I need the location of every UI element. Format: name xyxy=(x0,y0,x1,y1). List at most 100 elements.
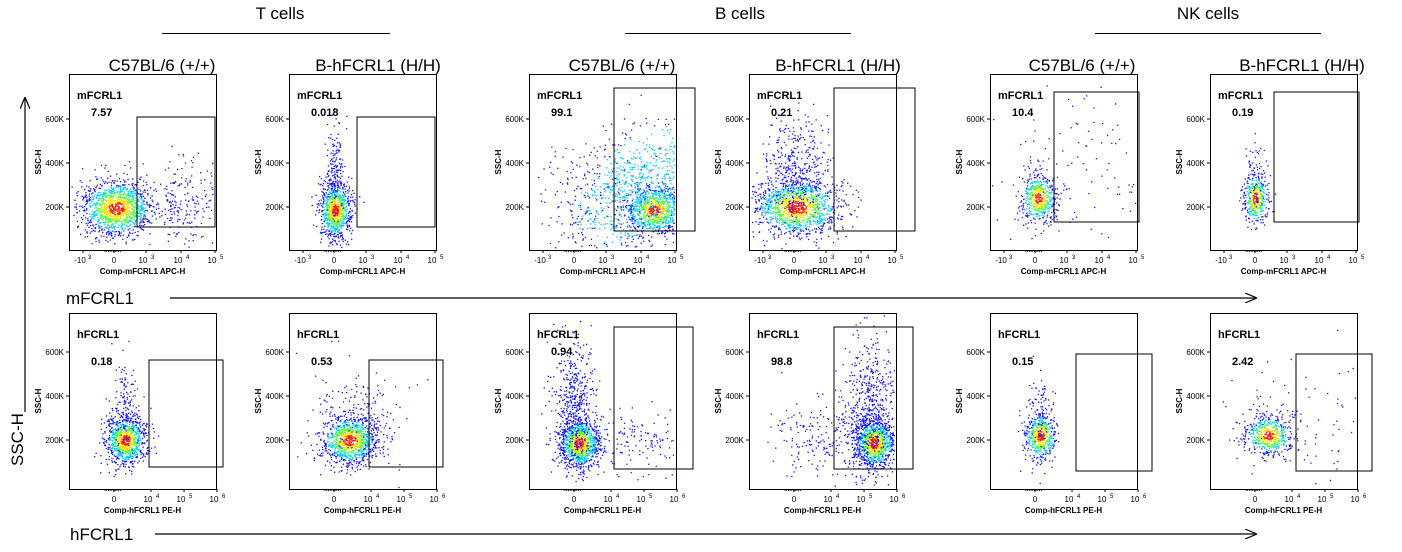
event-dot xyxy=(211,175,213,177)
event-dot xyxy=(346,222,348,224)
event-dot xyxy=(771,225,773,227)
event-dot xyxy=(612,168,614,170)
event-dot xyxy=(590,151,592,153)
event-dot xyxy=(128,213,130,215)
event-dot xyxy=(614,199,616,201)
event-dot xyxy=(122,208,124,210)
event-dot xyxy=(765,205,767,207)
event-dot xyxy=(755,191,758,194)
event-dot xyxy=(98,187,100,189)
event-dot xyxy=(75,206,77,208)
event-dot xyxy=(337,205,339,207)
event-dot xyxy=(661,180,663,182)
event-dot xyxy=(328,199,331,201)
event-dot xyxy=(109,190,111,192)
event-dot xyxy=(609,189,611,191)
event-dot xyxy=(672,219,674,222)
event-dot xyxy=(655,217,657,219)
event-dot xyxy=(653,215,655,218)
event-dot xyxy=(109,214,111,217)
event-dot xyxy=(789,223,791,225)
event-dot xyxy=(100,222,102,224)
event-dot xyxy=(769,231,771,233)
event-dot xyxy=(90,221,93,223)
event-dot xyxy=(112,199,115,201)
event-dot xyxy=(840,185,842,188)
event-dot xyxy=(96,195,99,197)
event-dot xyxy=(137,199,140,201)
event-dot xyxy=(666,129,669,132)
event-dot xyxy=(776,212,778,214)
event-dot xyxy=(776,221,779,224)
event-dot xyxy=(627,210,629,212)
event-dot xyxy=(151,210,153,212)
event-dot xyxy=(333,201,335,203)
event-dot xyxy=(96,178,98,180)
event-dot xyxy=(579,165,581,168)
event-dot xyxy=(639,212,641,214)
event-dot xyxy=(336,142,339,144)
event-dot xyxy=(577,221,579,223)
event-dot xyxy=(339,143,341,145)
event-dot xyxy=(331,204,334,207)
event-dot xyxy=(639,181,641,183)
event-dot xyxy=(341,246,343,249)
event-dot xyxy=(638,202,640,205)
event-dot xyxy=(127,220,129,222)
event-dot xyxy=(146,203,148,205)
event-dot xyxy=(673,202,675,204)
event-dot xyxy=(171,200,174,202)
event-dot xyxy=(649,203,651,205)
event-dot xyxy=(585,211,587,213)
event-dot xyxy=(94,227,97,229)
event-dot xyxy=(108,215,110,217)
event-dot xyxy=(141,207,143,209)
event-dot xyxy=(323,179,325,182)
event-dot xyxy=(663,196,665,199)
event-dot xyxy=(617,205,619,207)
event-dot xyxy=(206,170,209,172)
event-dot xyxy=(783,213,785,215)
event-dot xyxy=(632,205,635,207)
event-dot xyxy=(342,237,344,239)
event-dot xyxy=(352,199,354,201)
event-dot xyxy=(101,206,103,209)
event-dot xyxy=(164,208,166,210)
event-dot xyxy=(114,228,116,230)
event-dot xyxy=(550,172,552,174)
event-dot xyxy=(190,233,192,235)
event-dot xyxy=(128,209,130,212)
event-dot xyxy=(642,214,644,216)
event-dot xyxy=(321,232,324,234)
event-dot xyxy=(330,187,333,190)
event-dot xyxy=(319,231,322,233)
event-dot xyxy=(100,217,102,220)
event-dot xyxy=(669,177,672,179)
event-dot xyxy=(582,215,584,217)
event-dot xyxy=(123,191,126,193)
event-dot xyxy=(155,204,158,206)
event-dot xyxy=(110,182,113,184)
event-dot xyxy=(337,149,340,151)
event-dot xyxy=(616,167,618,169)
event-dot xyxy=(803,219,805,221)
event-dot xyxy=(106,203,109,205)
event-dot xyxy=(822,218,824,220)
event-dot xyxy=(795,207,798,210)
event-dot xyxy=(655,155,657,157)
event-dot xyxy=(118,213,120,215)
event-dot xyxy=(639,173,641,176)
event-dot xyxy=(335,190,337,192)
event-dot xyxy=(323,198,325,200)
strain-label: B-hFCRL1 (H/H) xyxy=(775,56,901,75)
event-dot xyxy=(104,210,106,213)
event-dot xyxy=(341,203,343,205)
event-dot xyxy=(758,188,760,190)
event-dot xyxy=(134,219,137,221)
event-dot xyxy=(639,234,641,236)
event-dot xyxy=(135,211,138,213)
event-dot xyxy=(139,178,141,181)
event-dot xyxy=(328,229,330,231)
event-dot xyxy=(118,177,121,180)
